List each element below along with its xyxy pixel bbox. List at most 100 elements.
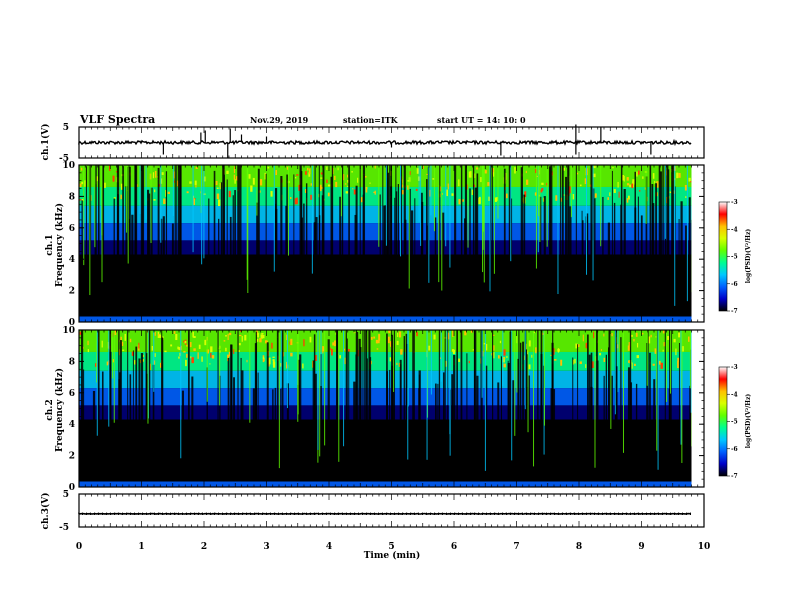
spectrogram-speckle — [557, 348, 560, 353]
spectrogram-speckle — [684, 184, 687, 191]
spectrogram-speckle — [541, 182, 544, 185]
spectrogram-gap — [425, 179, 428, 316]
spectrogram-speckle — [154, 170, 157, 178]
spectrogram-speckle — [617, 181, 619, 188]
spectrogram-speckle — [326, 166, 328, 171]
spectrogram-speckle — [308, 168, 311, 175]
spectrogram-sferic — [689, 330, 691, 389]
spectrogram-speckle — [191, 357, 194, 364]
spectrogram-gap — [464, 165, 468, 316]
spectrogram-sferic — [680, 330, 682, 445]
spectrogram-gap — [314, 165, 316, 316]
spectrogram-speckle — [521, 198, 525, 202]
spectrogram-speckle — [175, 333, 178, 341]
waveform-sample — [150, 512, 151, 515]
spectrogram-gap — [519, 342, 522, 481]
spectrogram-gap — [607, 222, 611, 316]
spectrogram-gap — [118, 379, 121, 481]
spectrogram-speckle — [585, 364, 587, 369]
spectrogram-gap — [393, 330, 396, 481]
waveform-sample — [86, 512, 87, 515]
spectrogram-speckle — [286, 361, 288, 366]
spectrogram-speckle — [415, 188, 418, 191]
spectrogram-speckle — [631, 183, 634, 189]
spectrogram-gap — [664, 165, 667, 316]
spectrogram-gap — [276, 330, 279, 481]
spectrogram-sferic — [145, 165, 147, 220]
spectrogram-speckle — [353, 189, 356, 195]
spectrogram-gap — [303, 203, 305, 316]
waveform-sample — [554, 512, 555, 515]
waveform-sample — [162, 512, 163, 515]
waveform-sample — [402, 512, 403, 515]
spectrogram-gap — [362, 330, 364, 481]
spectrogram-speckle — [473, 184, 476, 188]
spectrogram-speckle — [186, 353, 188, 358]
spectrogram-speckle — [439, 357, 442, 359]
spectrogram-speckle — [203, 193, 206, 195]
spectrogram-gap — [280, 176, 283, 316]
spectrogram-sferic — [543, 330, 545, 426]
start-time-label: start UT = 14: 10: 0 — [437, 115, 526, 125]
waveform-sample — [90, 512, 91, 515]
spectrogram-gap — [646, 343, 648, 481]
spectrogram-gap — [160, 218, 163, 316]
spectrogram-gap — [413, 330, 415, 481]
waveform-sample — [490, 512, 491, 515]
x-tick-label: 10 — [698, 542, 711, 552]
spectrogram-speckle — [306, 167, 309, 171]
spectrogram-gap — [382, 165, 384, 316]
spectrogram-gap — [581, 210, 583, 316]
spectrogram-gap — [318, 165, 320, 316]
waveform-sample — [350, 512, 351, 515]
spectrogram-sferic — [610, 330, 612, 429]
spectrogram-speckle — [685, 196, 687, 198]
spectrogram-sferic — [96, 330, 98, 436]
spectrogram-speckle — [654, 180, 656, 184]
spectrogram-gap — [607, 347, 609, 481]
spectrogram-speckle — [226, 170, 229, 175]
spectrogram-speckle — [531, 354, 533, 358]
spectrogram-gap — [237, 330, 239, 481]
spectrogram-gap — [537, 330, 539, 481]
spectrogram-speckle — [505, 193, 508, 199]
spectrogram-speckle — [599, 352, 602, 356]
spectrogram-speckle — [572, 359, 575, 365]
waveform-sample — [250, 512, 251, 515]
spectrogram-gap — [473, 330, 476, 481]
spectrogram-speckle — [540, 189, 543, 193]
spectrogram-gap — [226, 179, 228, 316]
spectrogram-gap — [474, 330, 477, 481]
spectrogram-speckle — [541, 188, 544, 191]
spectrogram-speckle — [261, 333, 264, 335]
spectrogram-gap — [634, 171, 636, 316]
spectrogram-speckle — [228, 190, 231, 198]
spectrogram-speckle — [603, 357, 606, 362]
spectrogram-speckle — [652, 363, 655, 366]
spectrogram-gap — [629, 382, 633, 481]
spectrogram-gap — [358, 338, 361, 481]
spectrogram-speckle — [320, 186, 323, 189]
spectrogram-gap — [176, 165, 178, 316]
spectrogram-speckle — [228, 351, 231, 357]
spectrogram-speckle — [582, 334, 584, 342]
spectrogram-sferic — [527, 330, 529, 433]
spectrogram-speckle — [574, 358, 576, 364]
spectrogram-gap — [208, 198, 210, 316]
spectrogram-gap — [233, 377, 235, 481]
spectrogram-sferic — [433, 165, 435, 232]
spectrogram-speckle — [468, 171, 471, 178]
spectrogram-gap — [456, 330, 458, 481]
waveform-sample — [354, 512, 355, 515]
spectrogram-gap — [410, 210, 414, 316]
spectrogram-speckle — [492, 172, 495, 177]
spectrogram-gap — [596, 330, 598, 481]
spectrogram-speckle — [669, 191, 672, 194]
spectrogram-speckle — [396, 362, 398, 366]
waveform-sample — [294, 512, 295, 515]
spectrogram-speckle — [264, 172, 266, 180]
waveform-sample — [678, 512, 679, 515]
spectrogram-speckle — [173, 180, 176, 183]
spectrogram-gap — [472, 165, 475, 316]
waveform-sample — [590, 512, 591, 515]
